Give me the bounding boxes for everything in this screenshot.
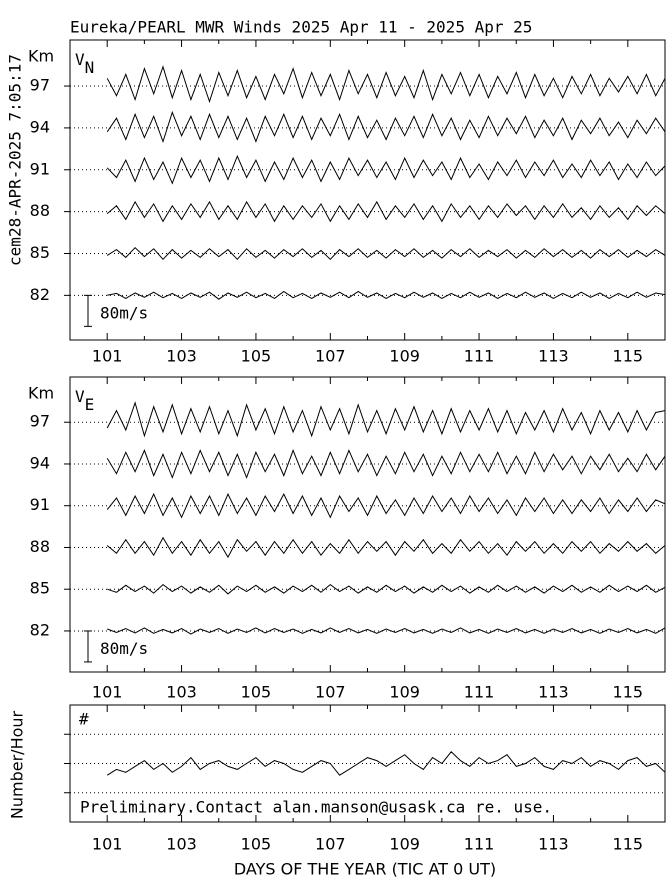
x-tick-label: 103 [166,347,197,366]
y-tick-label: 85 [30,579,50,598]
panel-label: VE [75,387,94,414]
series-line [106,492,665,519]
x-tick-label: 101 [92,683,123,702]
x-tick-label: 113 [538,347,569,366]
series-line [106,751,665,776]
series-line [106,154,665,185]
series-line [107,583,665,595]
y-tick-label: 94 [30,117,50,136]
panel-label: # [79,710,89,729]
series-line [106,401,665,438]
series-line [107,290,665,300]
series-group [106,401,665,635]
x-tick-label: 101 [92,347,123,366]
x-tick-label: 109 [389,347,420,366]
x-tick-label: 111 [464,683,495,702]
y-tick-label: 97 [30,76,50,95]
x-tick-label: 115 [613,683,644,702]
y-tick-label: 94 [30,453,50,472]
series-group [106,65,665,300]
y-tick-label: 82 [30,620,50,639]
x-tick-label: 103 [166,835,197,854]
x-tick-label: 105 [241,683,272,702]
y-axis-label: Number/Hour [8,710,27,819]
x-tick-label: 113 [538,683,569,702]
scale-bar-label: 80m/s [100,639,148,658]
y-tick-label: 91 [30,159,50,178]
series-line [106,246,665,261]
x-axis-label: DAYS OF THE YEAR (TIC AT 0 UT) [234,860,496,877]
x-tick-label: 103 [166,683,197,702]
y-tick-label: 91 [30,495,50,514]
chart-title: Eureka/PEARL MWR Winds 2025 Apr 11 - 202… [70,18,532,37]
y-unit: Km [28,47,54,66]
series-line [106,200,665,223]
y-unit: Km [28,384,54,403]
x-tick-label: 111 [464,835,495,854]
y-tick-label: 97 [30,412,50,431]
y-tick-label: 82 [30,285,50,304]
x-tick-label: 109 [389,835,420,854]
x-tick-label: 107 [315,347,346,366]
x-tick-label: 109 [389,683,420,702]
series-group [106,751,665,776]
series-line [107,627,665,635]
series-line [106,536,665,559]
x-tick-label: 105 [241,835,272,854]
x-tick-label: 107 [315,835,346,854]
y-tick-label: 85 [30,243,50,262]
x-tick-label: 101 [92,835,123,854]
scale-bar-label: 80m/s [100,303,148,322]
timestamp: cem28-APR-2025 7:05:17 [6,54,25,266]
x-tick-label: 113 [538,835,569,854]
x-tick-label: 105 [241,347,272,366]
x-tick-label: 111 [464,347,495,366]
series-line [106,65,665,104]
series-line [106,110,665,144]
series-line [106,449,665,479]
x-tick-label: 115 [613,835,644,854]
y-tick-label: 88 [30,201,50,220]
x-tick-label: 107 [315,683,346,702]
panel-label: VN [75,50,94,77]
annotation: Preliminary.Contact alan.manson@usask.ca… [80,798,552,817]
y-tick-label: 88 [30,537,50,556]
x-tick-label: 115 [613,347,644,366]
